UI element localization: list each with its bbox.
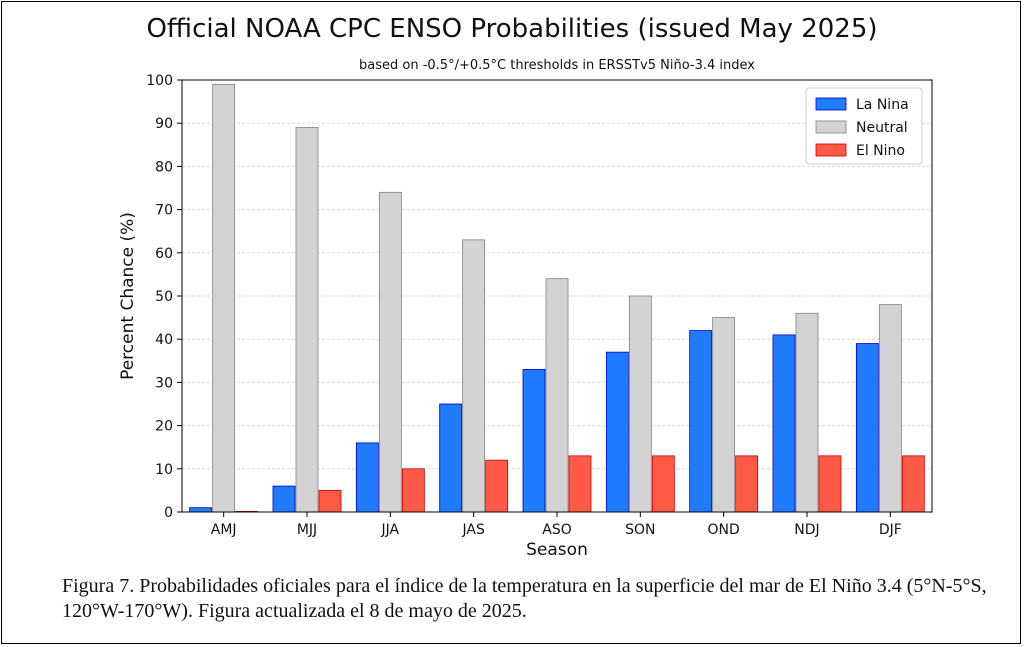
y-tick-label: 70 [155,203,173,219]
legend: La Nina Neutral El Nino [805,87,923,165]
y-tick-label: 40 [155,332,173,348]
bar-la-nina-ond [689,330,713,513]
legend-swatch [815,143,847,157]
bar-la-nina-djf [855,343,879,513]
x-tick-label: JJA [381,522,400,538]
x-tick-label: DJF [879,522,902,538]
y-tick-label: 60 [155,246,173,262]
bar-neutral-jja [378,191,402,513]
bar-el-nino-aso [568,455,592,513]
bar-la-nina-amj [189,507,213,513]
bar-la-nina-aso [522,369,546,513]
legend-label: La Nina [856,97,909,113]
y-tick-label: 20 [155,419,173,435]
chart-title: Official NOAA CPC ENSO Probabilities (is… [146,14,878,44]
bar-la-nina-jja [355,442,379,513]
x-axis-ticks: AMJ MJJ JJA JAS ASO SON OND NDJ DJF [211,512,902,538]
bar-la-nina-ndj [772,334,796,513]
x-tick-label: JAS [461,522,484,538]
y-axis-ticks: 0 10 20 30 40 50 60 70 80 90 100 [146,73,182,521]
bar-neutral-jas [462,239,486,513]
chart-subtitle: based on -0.5°/+0.5°C thresholds in ERSS… [359,58,755,73]
bar-neutral-ndj [795,312,819,513]
bar-el-nino-mjj [318,489,342,513]
y-axis-label: Percent Chance (%) [118,212,138,380]
y-tick-label: 100 [146,73,173,89]
bar-el-nino-jja [401,468,425,513]
x-tick-label: ASO [542,522,571,538]
y-tick-label: 30 [155,375,173,391]
figure-caption: Figura 7. Probabilidades oficiales para … [62,575,987,622]
y-tick-label: 90 [155,116,173,132]
x-tick-label: OND [708,522,740,538]
legend-label: Neutral [856,120,908,136]
bar-el-nino-djf [901,455,925,513]
bar-neutral-djf [878,304,902,513]
bar-el-nino-son [651,455,675,513]
bar-la-nina-son [605,351,629,513]
bar-neutral-son [628,295,652,513]
bar-neutral-mjj [295,127,319,513]
bar-la-nina-mjj [272,485,296,513]
legend-label: El Nino [856,143,905,159]
y-tick-label: 50 [155,289,173,305]
bar-el-nino-ond [735,455,759,513]
bar-neutral-ond [712,317,736,513]
bar-neutral-aso [545,278,569,513]
y-tick-label: 0 [164,505,173,521]
x-tick-label: AMJ [211,522,237,538]
y-tick-label: 80 [155,159,173,175]
bar-el-nino-ndj [818,455,842,513]
legend-swatch [815,97,847,111]
bars [189,83,925,513]
bar-la-nina-jas [439,403,463,513]
x-tick-label: NDJ [794,522,819,538]
x-tick-label: MJJ [297,522,317,538]
x-axis-label: Season [526,540,588,560]
bar-el-nino-jas [485,459,509,513]
y-tick-label: 10 [155,462,173,478]
bar-neutral-amj [212,83,236,513]
legend-swatch [815,120,847,134]
x-tick-label: SON [625,522,655,538]
